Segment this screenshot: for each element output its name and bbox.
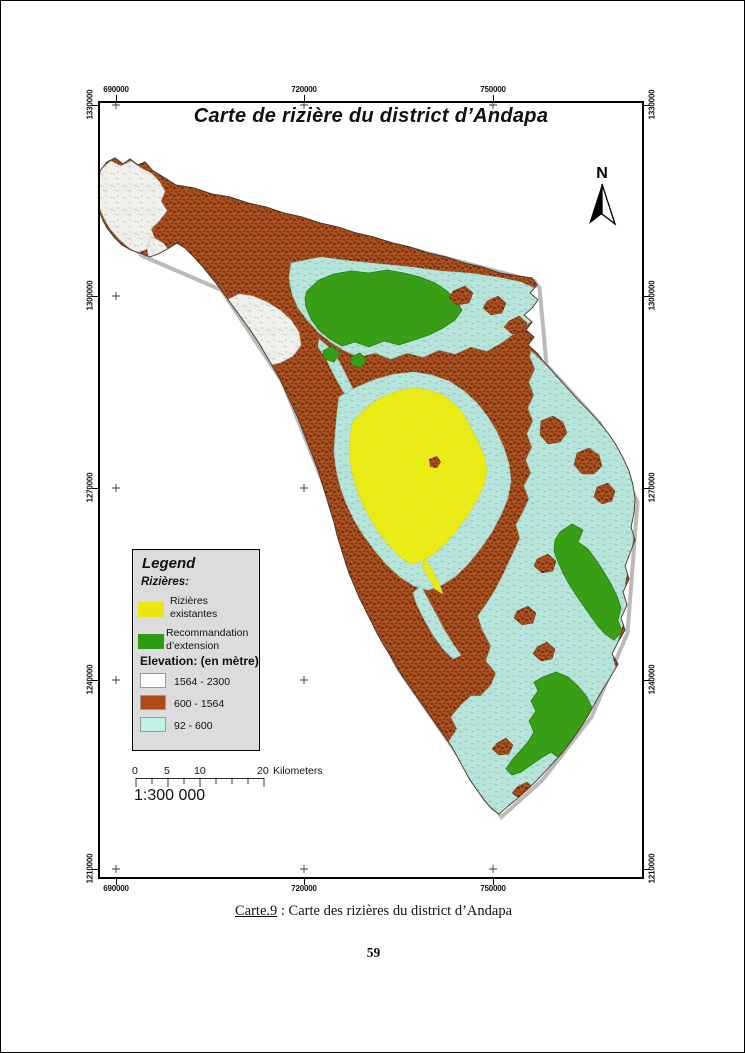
legend-box: Legend Rizières: Rizières existantes Rec… xyxy=(132,549,260,751)
grid-label-bottom-750000: 750000 xyxy=(480,884,506,893)
rice-fields-existing xyxy=(349,387,488,595)
legend-label-extension: Recommandation d’extension xyxy=(166,627,249,652)
legend-swatch-elev-mid xyxy=(140,695,166,710)
grid-label-top-750000: 750000 xyxy=(480,85,506,94)
legend-rizieres-heading: Rizières: xyxy=(141,576,189,588)
scale-ratio: 1:300 000 xyxy=(134,787,206,804)
svg-text:N: N xyxy=(596,165,608,182)
caption-label: Carte.9 xyxy=(234,903,278,919)
scale-tick-10: 10 xyxy=(194,765,206,777)
legend-label-elev-low: 92 - 600 xyxy=(174,720,213,732)
grid-label-top-720000: 720000 xyxy=(291,85,317,94)
grid-label-bottom-720000: 720000 xyxy=(291,884,317,893)
legend-swatch-elev-high xyxy=(140,673,166,688)
caption: Carte.9 : Carte des rizières du district… xyxy=(1,903,744,920)
legend-swatch-elev-low xyxy=(140,717,166,732)
scale-tick-20: 20 xyxy=(257,765,269,777)
page-number: 59 xyxy=(366,945,381,960)
extension-area-east xyxy=(553,523,623,641)
legend-label-rice-existing: Rizières existantes xyxy=(170,595,218,620)
scale-tick-0: 0 xyxy=(132,765,138,777)
grid-label-bottom-690000: 690000 xyxy=(103,884,129,893)
extension-area-north xyxy=(304,269,463,348)
legend-label-elev-mid: 600 - 1564 xyxy=(174,698,225,710)
terrain-islands xyxy=(448,285,616,800)
caption-text: : Carte des rizières du district d’Andap… xyxy=(277,903,513,919)
scale-unit: Kilometers xyxy=(273,765,323,777)
grid-label-top-690000: 690000 xyxy=(103,85,129,94)
scale-bar-numbers: 0 5 10 20 Kilometers xyxy=(1,765,744,777)
map-title: Carte de rizière du district d’Andapa xyxy=(193,105,549,127)
legend-swatch-extension xyxy=(138,634,164,649)
scale-bar xyxy=(135,778,265,787)
district-outline xyxy=(100,157,636,815)
rice-field-inlier xyxy=(429,456,441,468)
map-canvas: N xyxy=(100,103,640,873)
north-arrow-icon: N xyxy=(589,165,617,226)
map-frame: N xyxy=(98,101,644,879)
legend-label-elev-high: 1564 - 2300 xyxy=(174,676,231,688)
legend-swatch-rice-existing xyxy=(138,602,164,617)
legend-elevation-heading: Elevation: (en mètre) xyxy=(140,654,259,668)
scale-tick-5: 5 xyxy=(164,765,170,777)
legend-title: Legend xyxy=(142,555,196,572)
